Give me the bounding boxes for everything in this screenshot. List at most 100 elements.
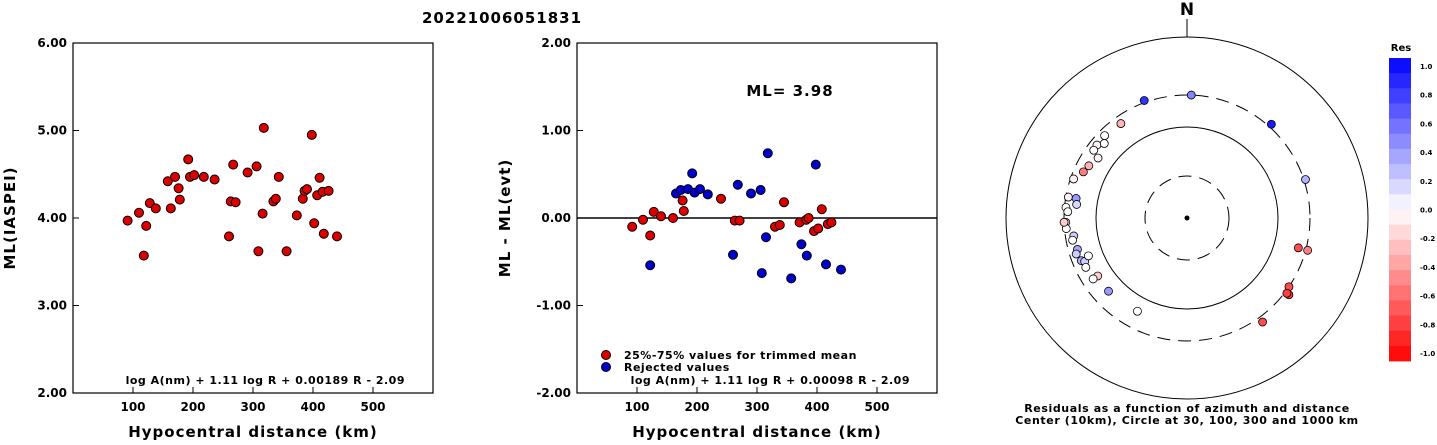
data-point <box>162 176 173 187</box>
data-point <box>122 215 133 226</box>
data-point <box>816 204 827 215</box>
station-point <box>1093 153 1103 163</box>
colorbar-cell <box>1389 164 1411 180</box>
data-point <box>138 250 149 261</box>
station-point <box>1258 317 1267 327</box>
data-point <box>821 259 831 270</box>
data-point <box>648 206 659 217</box>
colorbar-label: 0.8 <box>1420 92 1433 100</box>
colorbar-cell <box>1389 345 1411 362</box>
data-point <box>779 197 789 208</box>
colorbar-label: -0.8 <box>1420 321 1435 329</box>
y-tick-label: 4.00 <box>37 211 67 225</box>
station-point <box>1099 139 1109 148</box>
caption-line-1: Residuals as a function of azimuth and d… <box>1024 402 1350 415</box>
data-point <box>796 239 807 250</box>
station-point <box>1139 96 1149 105</box>
colorbar-cell <box>1389 300 1411 316</box>
colorbar-labels: 1.0 0.8 0.6 0.4 0.2 0.0 -0.2 -0.4 -0.6 -0.8 -1.0 <box>1420 63 1435 358</box>
x-tick-label: 400 <box>804 400 829 414</box>
data-point <box>257 208 268 219</box>
data-point <box>801 250 812 261</box>
colorbar-cell <box>1389 88 1411 104</box>
station-point <box>1133 306 1142 316</box>
y-tick-label: -1.00 <box>536 299 571 313</box>
data-point <box>813 223 824 234</box>
data-point <box>786 273 797 284</box>
colorbar-cell <box>1389 194 1411 210</box>
data-point <box>645 260 656 271</box>
legend-marker-rejected <box>601 362 611 372</box>
station-point <box>1186 90 1196 100</box>
colorbar-cell <box>1389 133 1411 150</box>
station-point <box>1301 175 1310 184</box>
colorbar-label: -0.4 <box>1420 264 1435 272</box>
colorbar-label: 1.0 <box>1420 63 1433 71</box>
north-label: N <box>1180 0 1194 20</box>
station-point-group <box>1059 90 1313 327</box>
colorbar-cell <box>1389 209 1411 226</box>
data-point <box>826 217 837 228</box>
event-id-title: 20221006051831 <box>422 9 582 27</box>
data-point <box>678 206 689 216</box>
data-point <box>209 174 220 185</box>
y-tick-label: 5.00 <box>37 124 67 138</box>
y-tick-label: 2.00 <box>541 36 571 50</box>
colorbar-label: -1.0 <box>1420 350 1435 358</box>
legend-label-rejected: Rejected values <box>624 361 730 374</box>
center-dot <box>1184 215 1190 221</box>
station-point <box>1104 286 1113 296</box>
colorbar-cells <box>1389 58 1411 362</box>
legend-marker-trimmed <box>601 350 611 360</box>
data-point <box>273 171 284 182</box>
x-tick-label: 300 <box>744 400 769 414</box>
colorbar-cell <box>1389 224 1411 241</box>
colorbar-cell <box>1389 315 1411 332</box>
station-point <box>1089 145 1099 155</box>
station-point <box>1303 245 1313 255</box>
azimuth-residual-panel: N Residuals as a function of azimuth and… <box>1005 0 1369 427</box>
data-point <box>165 203 176 214</box>
data-point <box>716 193 726 204</box>
y-tick-label: -2.00 <box>536 386 571 400</box>
data-point <box>228 159 239 170</box>
station-point <box>1266 119 1276 129</box>
station-point <box>1069 174 1079 184</box>
station-point <box>1071 249 1081 259</box>
station-point <box>1081 262 1091 272</box>
data-point <box>183 154 194 165</box>
data-point <box>728 249 738 260</box>
data-point <box>318 228 329 239</box>
y-tick-label: 1.00 <box>541 124 571 138</box>
residual-colorbar: Res 1.0 0.8 0.6 0.4 0.2 0.0 -0.2 -0.4 -0.6 -0.8 -1… <box>1389 43 1435 362</box>
colorbar-cell <box>1389 285 1411 301</box>
data-point <box>810 159 821 170</box>
data-point <box>323 185 334 196</box>
data-point <box>170 171 180 182</box>
data-point <box>702 189 713 200</box>
data-point <box>668 213 678 223</box>
ml-residual-panel: 100 200 300 400 500 -2.00 -1.00 0.00 1.00 2.00 ML… <box>496 36 938 441</box>
ml-annotation: ML= 3.98 <box>746 82 833 100</box>
station-point <box>1059 217 1069 227</box>
formula-text: log A(nm) + 1.11 log R + 0.00098 R - 2.0… <box>631 374 910 387</box>
colorbar-label: -0.2 <box>1420 235 1435 243</box>
colorbar-cell <box>1389 148 1411 165</box>
ring-100km <box>1095 126 1279 310</box>
colorbar-cell <box>1389 118 1411 135</box>
data-point <box>141 220 152 231</box>
data-point <box>224 231 234 242</box>
colorbar-label: 0.4 <box>1420 149 1433 157</box>
data-point <box>258 122 269 133</box>
colorbar-title: Res <box>1391 43 1411 54</box>
station-point <box>1078 167 1088 177</box>
data-point <box>645 230 656 241</box>
data-point <box>230 197 241 208</box>
data-point <box>150 203 161 214</box>
station-point <box>1063 207 1073 217</box>
data-point <box>309 218 320 229</box>
data-point <box>173 183 184 194</box>
x-tick-label: 400 <box>300 400 325 414</box>
